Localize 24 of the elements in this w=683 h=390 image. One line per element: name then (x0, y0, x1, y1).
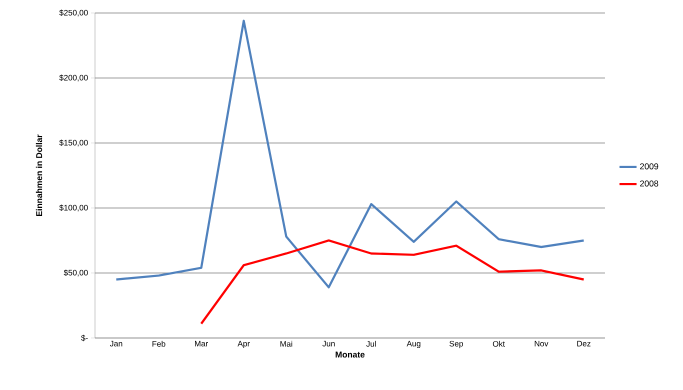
y-tick-label: $100,00 (59, 204, 88, 212)
line-series (200, 239, 585, 325)
x-tick-label: Mar (195, 340, 208, 346)
x-tick-label: Jan (110, 340, 122, 346)
y-tick-label: $150,00 (59, 140, 88, 146)
line-series (115, 20, 585, 288)
y-axis-title: Einnahmen in Dollar (36, 134, 42, 216)
x-tick-label: Apr (238, 340, 250, 348)
x-tick-label: Feb (152, 340, 166, 347)
y-tick-label: $- (81, 334, 88, 342)
x-tick-label: Mai (280, 340, 292, 347)
x-tick-label: Aug (406, 340, 420, 348)
x-tick-label: Okt (492, 340, 505, 347)
x-tick-label: Sep (449, 340, 464, 348)
legend-label: 2009 (640, 163, 658, 170)
x-axis-title: Monate (336, 352, 365, 358)
x-tick-label: Nov (534, 340, 548, 346)
y-tick-label: $200,00 (59, 74, 88, 82)
x-tick-label: Jul (366, 340, 376, 347)
x-tick-label: Jun (322, 340, 335, 346)
y-tick-label: $250,00 (59, 10, 88, 16)
y-tick-label: $50,00 (64, 270, 88, 276)
x-tick-label: Dez (577, 340, 590, 346)
legend-label: 2008 (640, 180, 658, 187)
